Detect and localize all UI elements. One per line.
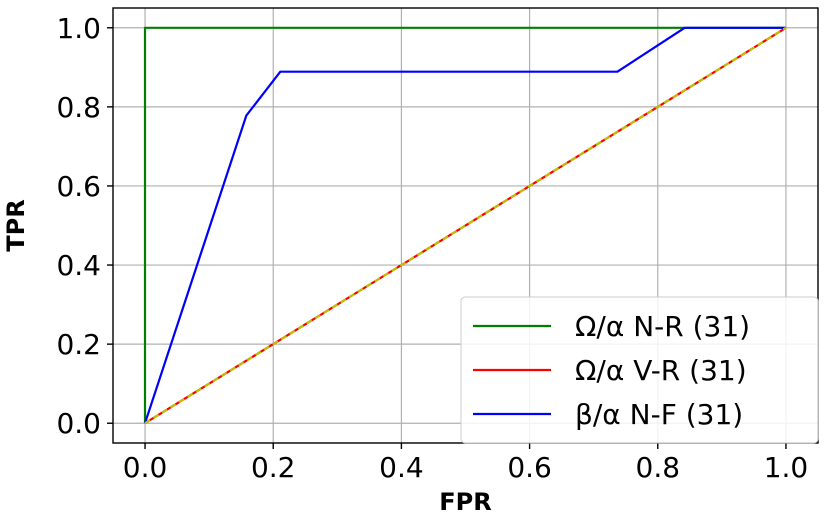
series-line-0 <box>143 26 786 424</box>
x-tick-label: 0.4 <box>379 451 424 484</box>
legend-box <box>460 296 819 444</box>
legend: Ω/α N-R (31) Ω/α V-R (31) β/α N-F (31) <box>460 296 819 444</box>
x-tick-label: 0.8 <box>636 451 681 484</box>
y-tick-label: 1.0 <box>56 12 101 45</box>
x-tick-label: 1.0 <box>764 451 809 484</box>
x-tick-label: 0.6 <box>507 451 552 484</box>
y-axis-title: TPR <box>2 199 30 251</box>
series-line-2 <box>143 26 786 424</box>
y-tick-label: 0.6 <box>56 170 101 203</box>
series-line-3 <box>144 26 787 425</box>
legend-label: β/α N-F (31) <box>575 398 743 431</box>
y-axis: 0.0 0.2 0.4 0.6 0.8 1.0 <box>56 12 113 440</box>
x-tick-label: 0.0 <box>123 451 168 484</box>
y-tick-label: 0.4 <box>56 249 101 282</box>
x-axis-title: FPR <box>439 488 491 514</box>
x-tick-label: 0.2 <box>251 451 296 484</box>
y-tick-label: 0.0 <box>56 407 101 440</box>
y-tick-label: 0.8 <box>56 91 101 124</box>
legend-label: Ω/α V-R (31) <box>575 354 747 387</box>
y-tick-label: 0.2 <box>56 328 101 361</box>
x-axis: 0.0 0.2 0.4 0.6 0.8 1.0 <box>123 443 808 484</box>
legend-label: Ω/α N-R (31) <box>575 310 750 343</box>
series-layer <box>143 26 787 425</box>
